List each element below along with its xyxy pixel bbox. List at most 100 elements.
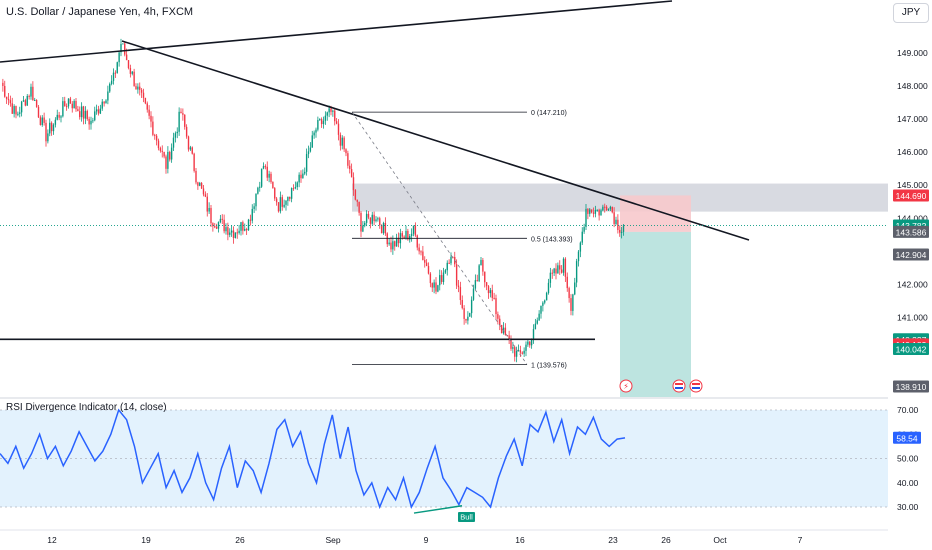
candle-body xyxy=(249,219,252,221)
candle-body xyxy=(300,174,302,179)
candle-body xyxy=(142,92,145,98)
lightning-event-icon xyxy=(619,379,633,393)
candle-body xyxy=(39,117,42,125)
candle-body xyxy=(414,225,417,236)
candle-body xyxy=(362,225,364,232)
candle-body xyxy=(427,266,430,274)
candle-body xyxy=(176,131,178,134)
candle-body xyxy=(236,232,238,234)
time-tick-label: Sep xyxy=(325,535,340,545)
candle-body xyxy=(572,294,574,311)
candle-body xyxy=(251,208,253,221)
candle-body xyxy=(304,171,306,174)
candle-body xyxy=(140,89,143,93)
candle-body xyxy=(568,288,570,299)
candle-body xyxy=(551,272,553,274)
us-flag-event-icon xyxy=(689,379,703,393)
candle-body xyxy=(532,329,535,339)
candle-body xyxy=(401,233,403,237)
candle-body xyxy=(566,276,568,289)
fib-level-label: 0.5 (143.393) xyxy=(531,236,573,243)
candle-body xyxy=(330,108,332,112)
candle-body xyxy=(320,119,323,125)
candle-body xyxy=(334,110,336,122)
candle-body xyxy=(52,124,55,132)
price-label-box xyxy=(893,189,929,202)
candle-body xyxy=(279,197,282,212)
candle-body xyxy=(257,187,259,194)
time-tick-label: 12 xyxy=(47,535,57,545)
candle-body xyxy=(574,282,576,295)
candle-body xyxy=(418,247,420,252)
time-tick-label: Oct xyxy=(713,535,727,545)
time-tick-label: 9 xyxy=(424,535,429,545)
candle-body xyxy=(227,227,229,235)
candle-body xyxy=(77,109,79,112)
candle-body xyxy=(163,151,165,157)
candle-body xyxy=(317,120,319,130)
candle-body xyxy=(178,111,180,132)
candle-body xyxy=(587,208,589,214)
price-axis-panel xyxy=(888,0,932,550)
candle-body xyxy=(264,166,267,168)
candle-body xyxy=(530,338,533,346)
candle-body xyxy=(405,230,407,239)
price-tick-label: 147.000 xyxy=(897,114,928,124)
candle-body xyxy=(7,98,10,101)
candle-body xyxy=(275,198,278,203)
candle-body xyxy=(17,113,19,115)
candle-body xyxy=(360,212,362,232)
candle-body xyxy=(15,106,17,115)
candle-body xyxy=(199,182,201,186)
candle-body xyxy=(444,270,447,273)
candle-body xyxy=(107,91,109,101)
candle-body xyxy=(620,231,623,233)
candle-body xyxy=(461,300,463,309)
candle-body xyxy=(549,272,552,283)
candle-body xyxy=(433,282,435,288)
price-label-text: 140.042 xyxy=(896,345,927,355)
candle-body xyxy=(172,137,175,148)
candle-body xyxy=(204,194,207,197)
candle-body xyxy=(446,262,448,271)
candle-body xyxy=(174,133,177,138)
candle-body xyxy=(542,302,544,306)
candle-body xyxy=(71,103,73,109)
price-label-box xyxy=(893,248,929,261)
candle-body xyxy=(525,344,527,351)
candle-body xyxy=(19,112,21,114)
candle-body xyxy=(208,207,210,212)
candle-body xyxy=(277,202,280,212)
candle-body xyxy=(371,214,373,224)
candle-body xyxy=(122,43,124,45)
candle-body xyxy=(157,140,160,149)
candle-body xyxy=(2,82,4,86)
price-tick-label: 144.000 xyxy=(897,213,928,223)
candle-body xyxy=(75,100,77,110)
candle-body xyxy=(431,283,433,288)
candle-body xyxy=(4,85,6,97)
candle-body xyxy=(409,235,411,240)
candle-body xyxy=(285,200,287,205)
candle-body xyxy=(560,269,563,273)
candle-body xyxy=(309,147,312,152)
candle-body xyxy=(185,126,188,137)
candle-body xyxy=(594,210,597,214)
candle-body xyxy=(609,206,612,210)
flag-stripe xyxy=(692,383,700,385)
candle-body xyxy=(557,265,559,274)
candle-body xyxy=(365,213,368,223)
rsi-tick-label: 70.00 xyxy=(897,405,919,415)
candle-body xyxy=(484,271,486,283)
us-flag-event-icon xyxy=(672,379,686,393)
currency-button[interactable]: JPY xyxy=(893,3,929,23)
price-label-text: 138.910 xyxy=(896,382,927,392)
candle-body xyxy=(260,168,263,187)
candle-body xyxy=(615,219,617,224)
candle-body xyxy=(65,106,68,108)
candle-body xyxy=(152,121,154,135)
candle-body xyxy=(210,207,212,224)
candle-body xyxy=(24,100,27,106)
